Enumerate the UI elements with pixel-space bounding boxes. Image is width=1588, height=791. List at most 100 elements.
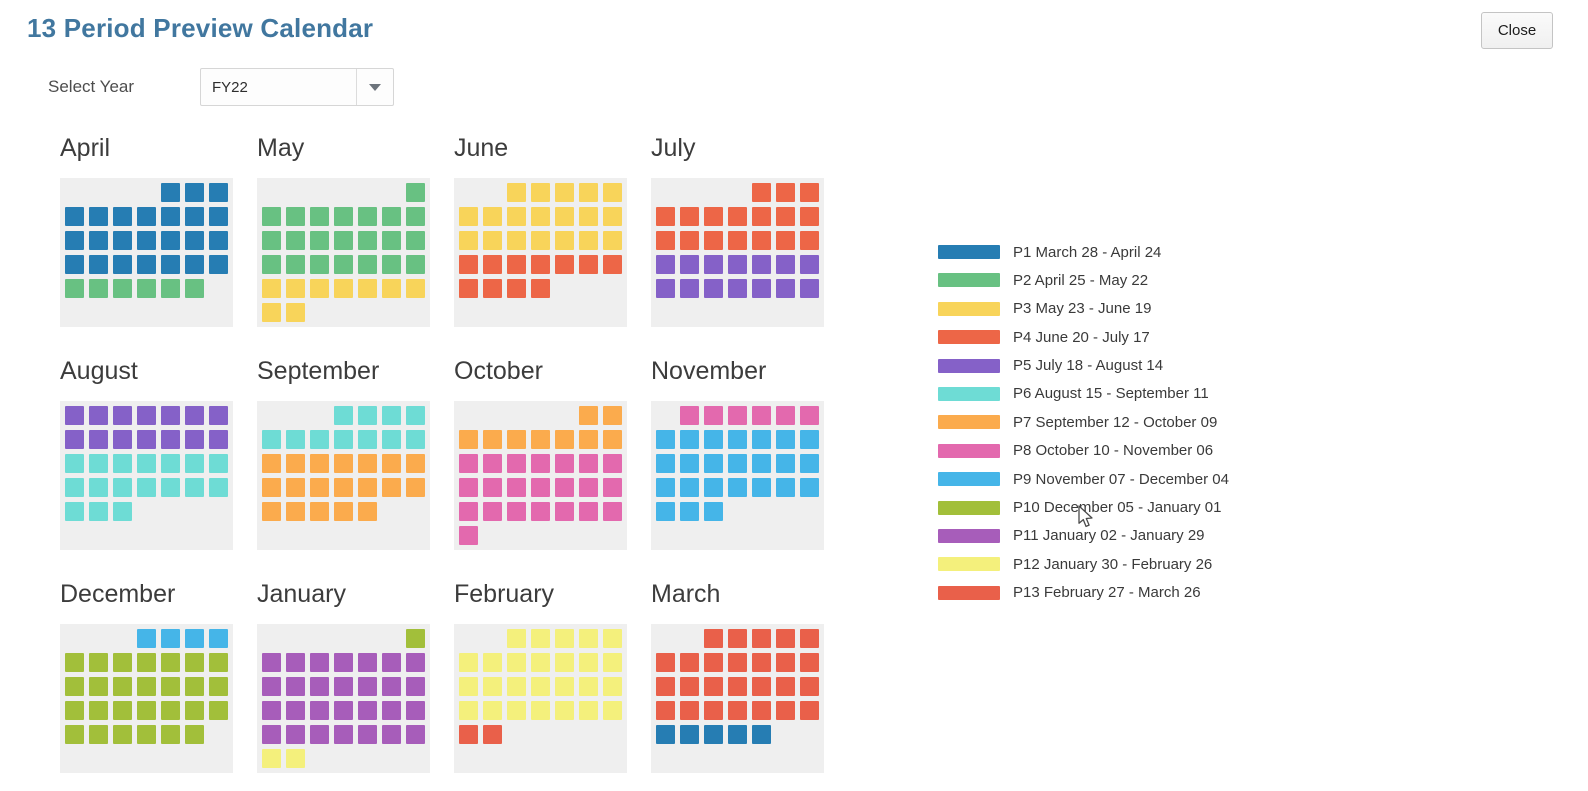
day-cell	[752, 701, 771, 720]
day-cell	[113, 406, 132, 425]
day-cell-empty	[656, 749, 675, 768]
day-cell	[728, 701, 747, 720]
day-cell	[262, 303, 281, 322]
day-cell	[209, 629, 228, 648]
day-cell	[334, 653, 353, 672]
day-cell	[656, 725, 675, 744]
day-cell-empty	[459, 629, 478, 648]
day-cell	[137, 701, 156, 720]
day-cell-empty	[113, 526, 132, 545]
day-cell	[310, 701, 329, 720]
day-cell	[656, 701, 675, 720]
day-cell-empty	[656, 303, 675, 322]
day-cell	[406, 207, 425, 226]
day-cell	[137, 677, 156, 696]
close-button[interactable]: Close	[1481, 12, 1553, 49]
day-cell	[65, 207, 84, 226]
day-cell	[680, 454, 699, 473]
month-title: March	[651, 580, 721, 608]
day-cell-empty	[358, 303, 377, 322]
day-cell	[113, 207, 132, 226]
day-cell	[262, 454, 281, 473]
day-cell	[776, 183, 795, 202]
legend-label: P13 February 27 - March 26	[1013, 584, 1201, 602]
day-cell	[459, 701, 478, 720]
day-cell	[555, 629, 574, 648]
legend-label: P10 December 05 - January 01	[1013, 499, 1222, 517]
month-title: May	[257, 134, 305, 162]
legend-swatch	[938, 557, 1000, 572]
year-dropdown[interactable]: FY22	[200, 68, 394, 106]
day-cell-empty	[382, 749, 401, 768]
day-cell	[358, 207, 377, 226]
day-cell	[531, 701, 550, 720]
day-cell	[113, 231, 132, 250]
day-cell	[89, 279, 108, 298]
day-cell	[507, 454, 526, 473]
day-cell-empty	[776, 725, 795, 744]
day-cell	[728, 231, 747, 250]
legend-item: P11 January 02 - January 29	[938, 527, 1229, 544]
day-cell	[209, 255, 228, 274]
caret-down-icon[interactable]	[356, 69, 393, 105]
day-cell-empty	[603, 749, 622, 768]
month-grid	[651, 401, 824, 550]
day-cell	[161, 478, 180, 497]
legend-swatch	[938, 472, 1000, 487]
day-cell-empty	[531, 303, 550, 322]
day-cell-empty	[507, 406, 526, 425]
day-cell	[89, 502, 108, 521]
day-cell-empty	[555, 279, 574, 298]
day-cell	[728, 207, 747, 226]
day-cell	[358, 677, 377, 696]
day-cell	[382, 207, 401, 226]
day-cell-empty	[161, 303, 180, 322]
day-cell	[656, 231, 675, 250]
day-cell	[161, 629, 180, 648]
day-cell-empty	[137, 749, 156, 768]
day-cell	[406, 454, 425, 473]
day-cell-empty	[286, 526, 305, 545]
day-cell	[776, 255, 795, 274]
day-cell	[65, 653, 84, 672]
day-cell	[555, 430, 574, 449]
day-cell-empty	[776, 526, 795, 545]
day-cell	[483, 207, 502, 226]
day-cell-empty	[113, 749, 132, 768]
day-cell	[358, 430, 377, 449]
day-cell-empty	[89, 183, 108, 202]
year-dropdown-value: FY22	[212, 78, 248, 96]
day-cell	[161, 653, 180, 672]
day-cell	[603, 231, 622, 250]
caret-down-glyph	[369, 83, 381, 91]
day-cell	[89, 231, 108, 250]
day-cell	[358, 406, 377, 425]
day-cell-empty	[680, 629, 699, 648]
month-block: January	[257, 576, 430, 773]
day-cell	[334, 231, 353, 250]
day-cell	[113, 701, 132, 720]
day-cell	[185, 725, 204, 744]
day-cell-empty	[800, 502, 819, 521]
day-cell	[209, 406, 228, 425]
day-cell-empty	[680, 183, 699, 202]
day-cell-empty	[310, 406, 329, 425]
legend-swatch	[938, 358, 1000, 373]
day-cell	[334, 725, 353, 744]
day-cell	[776, 207, 795, 226]
day-cell	[262, 502, 281, 521]
month-grid	[454, 178, 627, 327]
day-cell	[555, 255, 574, 274]
day-cell	[507, 430, 526, 449]
day-cell-empty	[310, 303, 329, 322]
day-cell-empty	[137, 303, 156, 322]
day-cell	[65, 725, 84, 744]
day-cell	[752, 454, 771, 473]
day-cell	[680, 406, 699, 425]
day-cell	[680, 677, 699, 696]
day-cell-empty	[483, 183, 502, 202]
day-cell	[406, 255, 425, 274]
month-grid	[454, 401, 627, 550]
day-cell-empty	[358, 629, 377, 648]
day-cell	[185, 430, 204, 449]
